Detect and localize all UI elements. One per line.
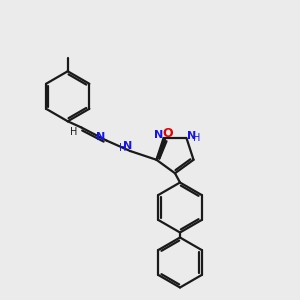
Text: N: N bbox=[123, 140, 132, 151]
Text: N: N bbox=[187, 131, 196, 141]
Text: O: O bbox=[162, 127, 172, 140]
Text: N: N bbox=[154, 130, 164, 140]
Text: H: H bbox=[70, 127, 78, 137]
Text: H: H bbox=[193, 133, 201, 143]
Text: N: N bbox=[96, 131, 106, 142]
Text: H: H bbox=[118, 143, 126, 153]
